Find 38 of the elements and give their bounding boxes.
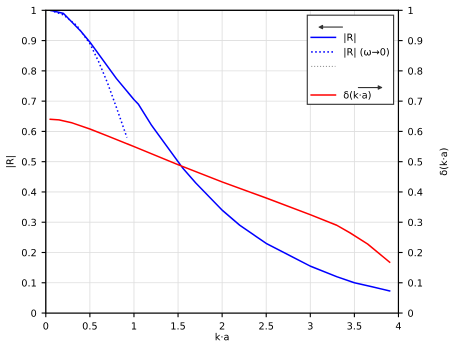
y-tick-label: 1 [32,6,36,14]
y2-tick-label: 0 [408,310,414,317]
x-axis-title: k·a [216,332,229,340]
legend-label: δ(k·a) [344,91,371,100]
y-tick-label: 0.8 [22,67,36,75]
y2-tick-label: 0.1 [408,279,422,287]
y2-axis-title: δ(k·a) [440,148,448,176]
x-tick-label: 0 [43,322,48,330]
y-tick-label: 0.3 [22,218,36,226]
y-tick-label: 0.7 [22,98,36,105]
legend-label: |R| (ω→0) [344,48,389,58]
x-tick-label: 2 [220,322,224,330]
x-tick-label: 3.5 [347,322,362,330]
line-series [49,118,390,263]
x-tick-label: 0.5 [82,322,97,330]
y-tick-label: 0 [31,310,36,317]
x-tick-label: 2.5 [259,322,274,330]
y-tick-label: 0.1 [22,279,36,287]
y2-tick-label: 0.4 [408,188,422,196]
y2-tick-label: 0.9 [408,37,422,44]
y-tick-label: 0.2 [22,248,36,256]
y2-tick-label: 0.2 [408,248,422,256]
y2-tick-label: 0.6 [408,128,422,136]
y-axis-title: |R| [6,156,16,168]
x-tick-label: 4 [396,322,402,330]
y-tick-label: 0.4 [22,188,36,196]
y-tick-label: 0.5 [22,158,36,166]
y2-tick-label: 0.8 [408,67,422,75]
x-tick-label: 3 [308,322,313,330]
y2-tick-label: 0.7 [408,98,422,105]
y2-tick-label: 1 [408,6,413,14]
x-tick-label: 1.5 [171,322,185,330]
y2-tick-label: 0.3 [408,218,422,226]
x-tick-label: 1 [132,322,136,330]
y-tick-label: 0.6 [22,128,36,136]
y-tick-label: 0.9 [22,37,36,44]
legend-label: |R| [344,33,356,44]
y2-tick-label: 0.5 [408,158,422,166]
